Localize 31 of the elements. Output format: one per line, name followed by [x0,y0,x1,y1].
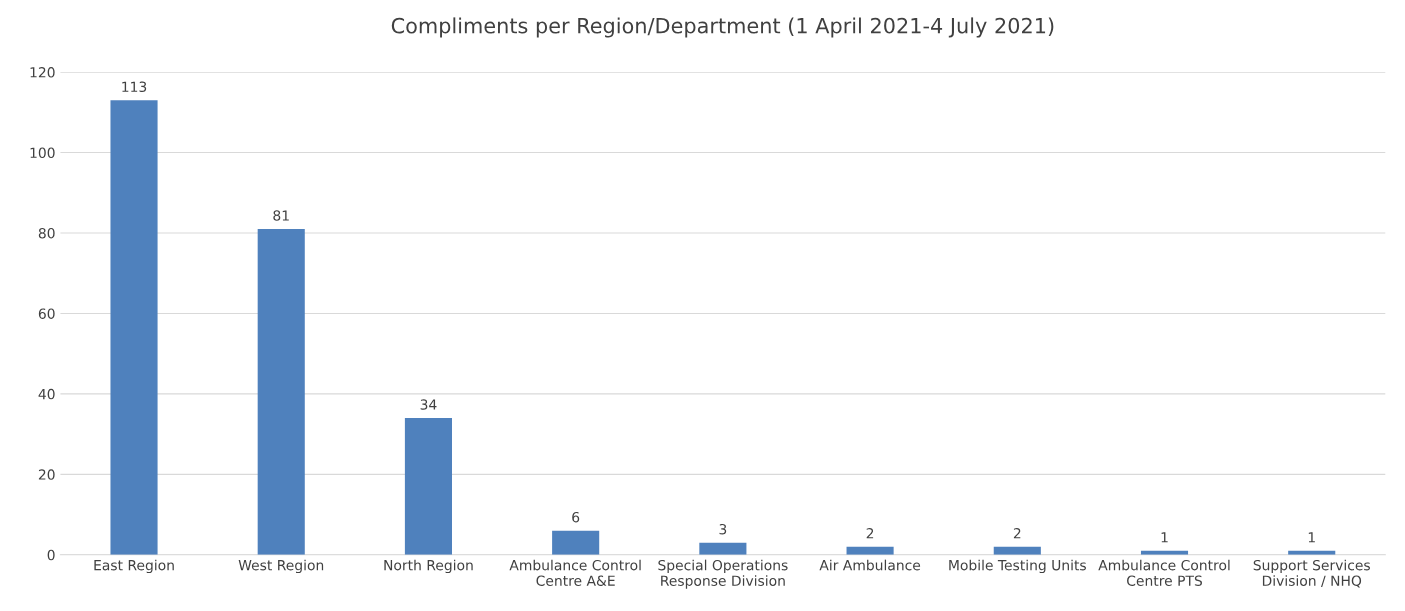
x-tick-label: Mobile Testing Units [949,559,1086,574]
data-label: 34 [420,399,437,410]
data-label: 113 [122,81,147,93]
x-tick-label: Ambulance Control Centre A&E [509,559,641,586]
x-tick-label: Air Ambulance [819,559,921,571]
x-tick-label: East Region [94,559,174,574]
y-tick-label: 20 [38,469,55,480]
data-label: 1 [1161,532,1168,543]
y-tick-label: 40 [38,388,55,400]
bar [404,418,452,555]
data-label: 3 [719,523,727,535]
x-tick-label: Support Services Division / NHQ [1253,559,1370,588]
y-tick-label: 60 [38,308,55,319]
chart-title: Compliments per Region/Department (1 April 2021-4 July 2021) [391,17,1054,38]
data-label: 2 [866,527,874,539]
y-tick-label: 0 [47,549,55,561]
bar [699,542,747,555]
data-label: 1 [1308,532,1315,543]
data-label: 6 [572,511,580,523]
x-tick-label: North Region [384,559,473,574]
x-tick-label: West Region [238,559,324,574]
y-tick-label: 80 [38,227,55,239]
bar [110,100,158,555]
bar [552,530,600,555]
y-tick-label: 120 [30,67,55,78]
y-tick-label: 100 [30,147,55,159]
bar [257,228,305,555]
x-tick-label: Special Operations Response Division [658,559,788,589]
data-label: 2 [1013,527,1021,539]
data-label: 81 [273,210,289,221]
x-tick-label: Ambulance Control Centre PTS [1098,559,1230,586]
